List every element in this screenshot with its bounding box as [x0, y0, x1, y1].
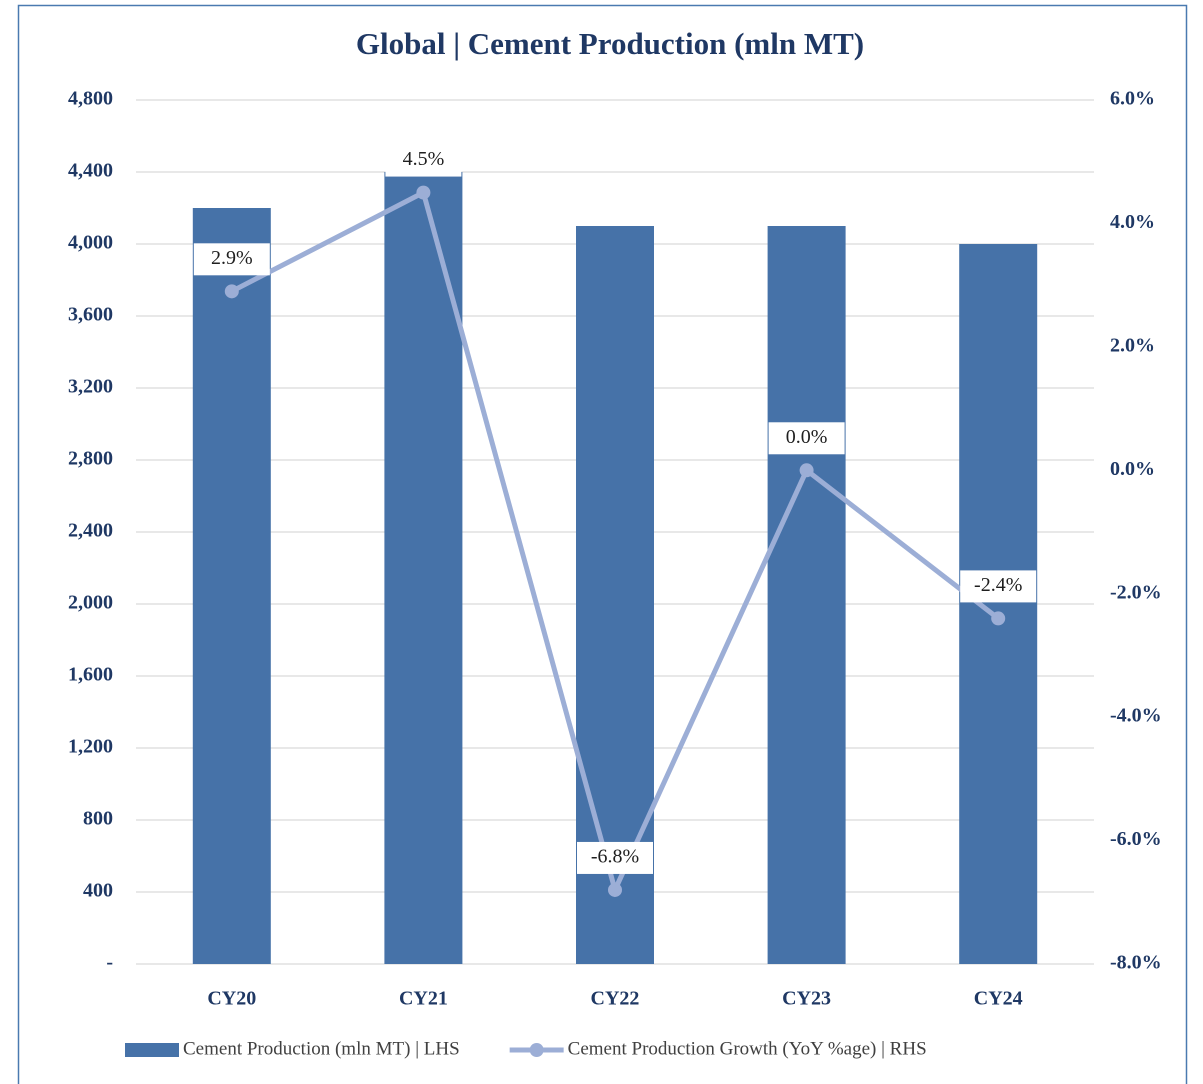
data-label-box	[385, 144, 462, 177]
y2-tick-label: -6.0%	[1110, 828, 1162, 850]
x-tick-label: CY21	[399, 988, 448, 1010]
y-tick-label: 2,800	[68, 448, 113, 470]
data-label-box	[768, 422, 845, 455]
frame	[17, 4, 1188, 1084]
bar	[959, 244, 1038, 964]
y-tick-label: 4,400	[68, 160, 113, 182]
y-tick-label: 4,800	[68, 88, 113, 110]
bar	[576, 226, 654, 964]
data-label: 0.0%	[786, 426, 828, 448]
legend-label: Cement Production Growth (YoY %age) | RH…	[568, 1038, 927, 1059]
data-label-box	[960, 570, 1037, 603]
x-tick-label: CY22	[591, 988, 640, 1010]
x-tick-label: CY24	[974, 988, 1023, 1010]
legend-label: Cement Production (mln MT) | LHS	[183, 1038, 460, 1059]
y-tick-label: 3,600	[68, 304, 113, 326]
legend-swatch	[125, 1043, 179, 1057]
y2-tick-label: 4.0%	[1110, 211, 1155, 233]
y2-tick-label: -8.0%	[1110, 952, 1162, 974]
bar	[384, 172, 463, 964]
data-label: 2.9%	[211, 247, 253, 269]
y-tick-label: 3,200	[68, 376, 113, 398]
x-tick-label: CY20	[207, 988, 256, 1010]
bar	[192, 208, 271, 964]
line-marker	[224, 284, 239, 299]
y2-tick-label: 6.0%	[1110, 88, 1155, 110]
y-tick-label: 2,400	[68, 520, 113, 542]
y-tick-label: 2,000	[68, 592, 113, 614]
y-tick-label: 800	[83, 808, 113, 830]
y2-tick-label: 2.0%	[1110, 334, 1155, 356]
line-marker	[991, 611, 1006, 626]
chart-title: Global | Cement Production (mln MT)	[356, 26, 864, 61]
line-marker	[608, 882, 622, 897]
line-marker	[799, 463, 814, 478]
line-marker	[416, 185, 431, 200]
y2-tick-label: -4.0%	[1110, 705, 1162, 727]
bar	[767, 226, 846, 964]
y-tick-label: -	[106, 952, 113, 974]
data-label: 4.5%	[403, 148, 445, 170]
legend-marker	[529, 1043, 544, 1057]
y-tick-label: 1,200	[68, 736, 113, 758]
data-label: -6.8%	[591, 846, 639, 868]
y-tick-label: 1,600	[68, 664, 113, 686]
y-tick-label: 400	[83, 880, 113, 902]
y2-tick-label: -2.0%	[1110, 581, 1162, 603]
y-tick-label: 4,000	[68, 232, 113, 254]
y2-tick-label: 0.0%	[1110, 458, 1155, 480]
data-label: -2.4%	[974, 574, 1022, 596]
x-tick-label: CY23	[782, 988, 831, 1010]
data-label-box	[577, 841, 653, 874]
data-label-box	[193, 243, 270, 276]
